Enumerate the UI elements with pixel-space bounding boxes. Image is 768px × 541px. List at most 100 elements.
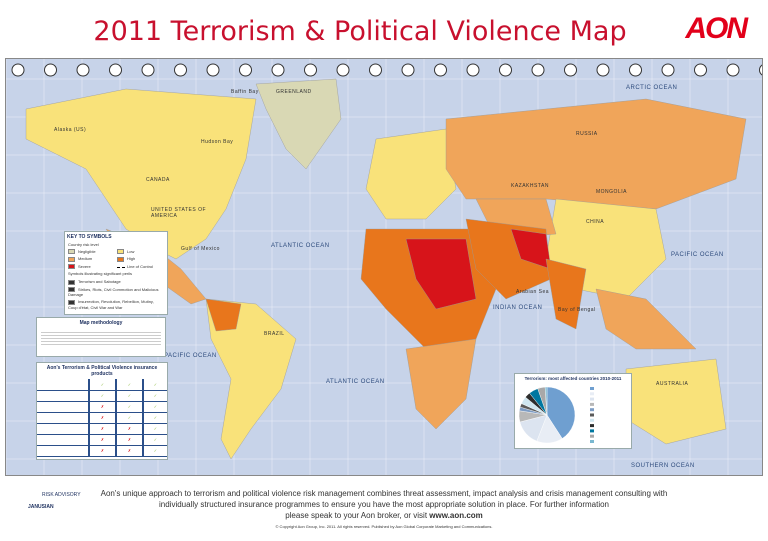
ocean-pacific-west: PACIFIC OCEAN — [671, 252, 724, 258]
key-symbol: Strikes, Riots, Civil Commotion and Mali… — [68, 286, 159, 298]
timezone-clock-icon — [271, 63, 285, 77]
timezone-clock-icon — [109, 63, 122, 77]
label-alaska: Alaska (US) — [54, 127, 87, 133]
pie-slice — [544, 386, 548, 416]
key-level-severe: Severe — [68, 264, 115, 270]
product-row: ✗ ✗ ✓ — [37, 445, 167, 457]
timezone-clock-icon — [239, 63, 252, 77]
key-level-low: Low — [117, 249, 164, 255]
timezone-clock-icon — [629, 63, 642, 77]
timezone-clock-icon — [141, 63, 155, 77]
se-asia — [595, 288, 697, 350]
aon-logo: AON — [685, 12, 748, 45]
label-kazakhstan: KAZAKHSTAN — [511, 183, 549, 189]
timezone-clock-icon — [726, 63, 740, 77]
pie-legend-swatch — [590, 397, 594, 401]
risk-advisory-logo: RISK ADVISORY — [42, 492, 81, 498]
ocean-atlantic-north: ATLANTIC OCEAN — [271, 243, 330, 249]
africa-south — [405, 338, 477, 430]
africa-sahel — [405, 238, 477, 310]
pie-legend-swatch — [590, 429, 594, 433]
key-line-of-control: Line of Control — [117, 264, 164, 269]
pie-legend-swatch — [590, 387, 594, 390]
timezone-clock-icon — [499, 63, 512, 77]
timezone-clock-icon — [304, 63, 317, 77]
key-title: KEY TO SYMBOLS — [67, 234, 112, 240]
timezone-clock-icon — [434, 63, 447, 77]
timezone-clock-icon — [401, 63, 415, 77]
products-panel: Aon's Terrorism & Political Violence ins… — [36, 362, 168, 460]
label-australia: AUSTRALIA — [656, 381, 689, 387]
pie-title: Terrorism: most affected countries 2010-… — [524, 376, 622, 381]
timezone-clock-icon — [206, 63, 220, 77]
pie-chart — [518, 386, 594, 444]
key-panel: KEY TO SYMBOLS Country risk level Neglig… — [64, 231, 168, 315]
label-greenland: GREENLAND — [276, 89, 312, 95]
timezone-clock-icon — [76, 63, 90, 77]
label-bengal: Bay of Bengal — [558, 307, 596, 313]
pie-panel: Terrorism: most affected countries 2010-… — [514, 373, 632, 449]
india — [545, 258, 587, 330]
timezone-clock-icon — [531, 63, 545, 77]
timezone-clock-icon — [466, 63, 480, 77]
map-canvas — [6, 59, 762, 475]
ocean-indian: INDIAN OCEAN — [493, 305, 543, 311]
partner-logos: RISK ADVISORY JANUSIAN — [28, 492, 81, 510]
label-baffin: Baffin Bay — [231, 89, 259, 95]
world-map: CANADA UNITED STATES OF AMERICA GREENLAN… — [5, 58, 763, 476]
pie-legend-swatch — [590, 408, 594, 412]
map-title: 2011 Terrorism & Political Violence Map — [93, 16, 627, 47]
pie-legend-swatch — [590, 434, 594, 438]
methodology-title: Map methodology — [79, 320, 123, 326]
key-level-medium: Medium — [68, 256, 115, 262]
products-title: Aon's Terrorism & Political Violence ins… — [46, 365, 158, 377]
key-symbol: Insurrection, Revolution, Rebellion, Mut… — [68, 299, 154, 310]
ocean-arctic: ARCTIC OCEAN — [626, 85, 678, 91]
south-america — [205, 298, 297, 460]
products-table: ✓ ✓ ✓ ✓ ✓ ✓ ✗ ✓ ✓ ✗ ✓ ✓ ✗ ✗ ✓ ✗ ✗ ✓ ✗ ✗ ✓ — [37, 379, 167, 457]
colombia — [205, 298, 242, 332]
methodology-text — [41, 330, 161, 346]
pie-legend-swatch — [590, 402, 594, 406]
key-symbol: Terrorism and Sabotage — [68, 279, 164, 285]
ocean-southern: SOUTHERN OCEAN — [631, 463, 695, 469]
pie-legend-swatch — [590, 392, 594, 396]
pie-legend-swatch — [590, 418, 594, 422]
footer-text-2: please speak to your Aon broker, or visi… — [285, 511, 430, 520]
timezone-clock-icon — [759, 64, 762, 76]
ocean-pacific-east: PACIFIC OCEAN — [164, 353, 217, 359]
label-mongolia: MONGOLIA — [596, 189, 627, 195]
label-usa: UNITED STATES OF AMERICA — [151, 207, 207, 219]
key-symbols-title: Symbols illustrating significant perils — [68, 271, 133, 277]
australia — [625, 358, 727, 445]
timezone-clock-icon — [564, 63, 577, 77]
timezone-clock-icon — [336, 63, 350, 77]
methodology-panel: Map methodology — [36, 317, 166, 357]
footer-text: Aon's unique approach to terrorism and p… — [100, 489, 668, 509]
timezone-clock-icon — [596, 63, 610, 77]
footer-url[interactable]: www.aon.com — [429, 511, 483, 520]
label-arabian: Arabian Sea — [516, 289, 550, 295]
key-subtitle: Country risk level — [68, 242, 99, 247]
product-row: ✗ ✗ ✓ — [37, 434, 167, 446]
europe — [365, 128, 457, 220]
timezone-clock-icon — [44, 63, 57, 77]
product-row: ✓ ✓ ✓ — [37, 379, 167, 391]
label-brazil: BRAZIL — [264, 331, 285, 337]
ocean-atlantic-south: ATLANTIC OCEAN — [326, 379, 385, 385]
label-russia: RUSSIA — [576, 131, 598, 137]
timezone-clock-icon — [369, 63, 382, 77]
label-gulf-mexico: Gulf of Mexico — [181, 246, 220, 252]
timezone-clock-icon — [694, 63, 707, 77]
greenland — [255, 78, 342, 170]
label-china: CHINA — [586, 219, 605, 225]
product-row: ✗ ✓ ✓ — [37, 401, 167, 413]
north-america — [25, 88, 257, 260]
janusian-logo: JANUSIAN — [28, 504, 54, 510]
product-row: ✗ ✗ ✓ — [37, 423, 167, 435]
footer: Aon's unique approach to terrorism and p… — [0, 488, 768, 532]
pie-legend-swatch — [590, 413, 594, 417]
key-level-high: High — [117, 256, 164, 262]
copyright: © Copyright Aon Group, Inc. 2011. All ri… — [275, 524, 493, 529]
timezone-clock-icon — [11, 63, 25, 77]
